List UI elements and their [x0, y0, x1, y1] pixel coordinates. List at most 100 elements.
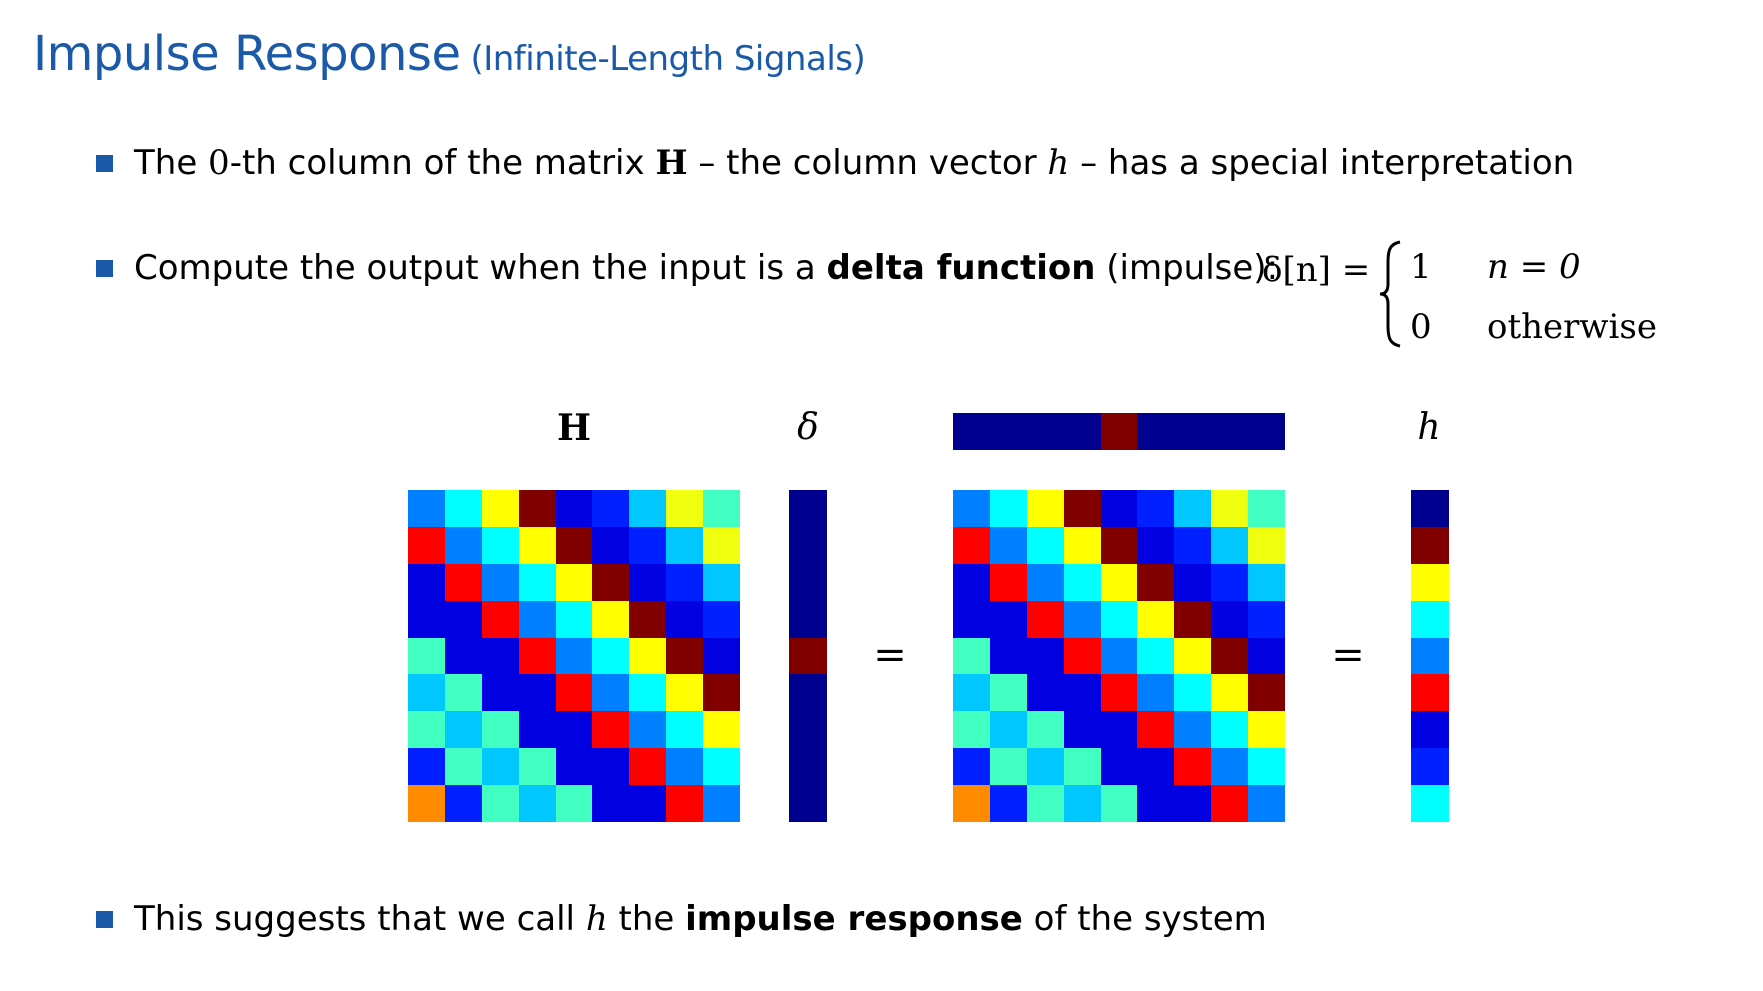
- heatmap-cell: [1137, 600, 1175, 638]
- heatmap-cell: [666, 600, 704, 638]
- heatmap-cell: [1026, 563, 1064, 601]
- heatmap-cell: [1411, 637, 1449, 675]
- heatmap-cell: [989, 785, 1027, 822]
- case1-value: 1: [1410, 247, 1432, 287]
- equals-sign-1: =: [873, 632, 907, 678]
- heatmap-cell: [1100, 637, 1138, 675]
- heatmap-cell: [1063, 413, 1101, 450]
- heatmap-cell: [989, 748, 1027, 786]
- heatmap-cell: [1137, 748, 1175, 786]
- heatmap-cell: [1026, 526, 1064, 564]
- heatmap-cell: [953, 526, 990, 564]
- heatmap-cell: [989, 413, 1027, 450]
- heatmap-cell: [518, 674, 556, 712]
- heatmap-cell: [481, 637, 519, 675]
- heatmap-cell: [555, 600, 593, 638]
- heatmap-cell: [481, 490, 519, 527]
- heatmap-cell: [629, 600, 667, 638]
- heatmap-cell: [1411, 600, 1449, 638]
- heatmap-cell: [1137, 674, 1175, 712]
- heatmap-cell: [789, 563, 827, 601]
- label-matrix-H: H: [556, 407, 592, 449]
- heatmap-cell: [444, 563, 482, 601]
- heatmap-cell: [1211, 600, 1249, 638]
- heatmap-cell: [1174, 526, 1212, 564]
- heatmap-cell: [1174, 637, 1212, 675]
- heatmap-cell: [1211, 563, 1249, 601]
- heatmap-cell: [408, 600, 445, 638]
- heatmap-cell: [1248, 413, 1285, 450]
- heatmap-cell: [789, 526, 827, 564]
- heatmap-cell: [1100, 674, 1138, 712]
- heatmap-cell: [953, 674, 990, 712]
- heatmap-cell: [555, 563, 593, 601]
- heatmap-cell: [481, 674, 519, 712]
- heatmap-cell: [1174, 600, 1212, 638]
- delta-vector-heatmap: [789, 490, 827, 822]
- heatmap-cell: [1100, 748, 1138, 786]
- heatmap-cell: [444, 490, 482, 527]
- heatmap-cell: [703, 748, 740, 786]
- heatmap-cell: [1211, 526, 1249, 564]
- heatmap-cell: [408, 674, 445, 712]
- left-brace-icon: [1379, 240, 1401, 348]
- heatmap-cell: [592, 526, 630, 564]
- heatmap-cell: [1248, 711, 1285, 749]
- matrix-H-heatmap: [408, 490, 740, 822]
- case1-condition: n = 0: [1487, 247, 1581, 287]
- heatmap-cell: [629, 711, 667, 749]
- delta-row-heatmap: [953, 413, 1285, 450]
- case2-condition: otherwise: [1487, 307, 1657, 347]
- heatmap-cell: [1026, 748, 1064, 786]
- heatmap-cell: [629, 785, 667, 822]
- heatmap-cell: [953, 748, 990, 786]
- heatmap-cell: [953, 600, 990, 638]
- bullet-text: This suggests that we call h the impulse…: [134, 899, 1267, 939]
- heatmap-cell: [1211, 711, 1249, 749]
- heatmap-cell: [1411, 748, 1449, 786]
- heatmap-cell: [518, 637, 556, 675]
- heatmap-cell: [666, 526, 704, 564]
- heatmap-cell: [989, 674, 1027, 712]
- heatmap-cell: [481, 785, 519, 822]
- heatmap-cell: [1063, 785, 1101, 822]
- heatmap-cell: [408, 490, 445, 527]
- heatmap-cell: [518, 711, 556, 749]
- heatmap-cell: [1063, 600, 1101, 638]
- heatmap-cell: [592, 563, 630, 601]
- title-main: Impulse Response: [33, 26, 461, 82]
- heatmap-cell: [953, 563, 990, 601]
- bullet-text: Compute the output when the input is a d…: [134, 248, 1279, 288]
- heatmap-cell: [1174, 490, 1212, 527]
- slide-title: Impulse Response (Infinite-Length Signals…: [33, 30, 866, 78]
- heatmap-cell: [1137, 526, 1175, 564]
- heatmap-cell: [629, 563, 667, 601]
- heatmap-cell: [1100, 563, 1138, 601]
- heatmap-cell: [1063, 490, 1101, 527]
- heatmap-cell: [555, 785, 593, 822]
- heatmap-cell: [592, 711, 630, 749]
- heatmap-cell: [703, 711, 740, 749]
- heatmap-cell: [1137, 490, 1175, 527]
- heatmap-cell: [1411, 711, 1449, 749]
- heatmap-cell: [1174, 674, 1212, 712]
- heatmap-cell: [1211, 674, 1249, 712]
- equals-sign-2: =: [1331, 632, 1365, 678]
- heatmap-cell: [1174, 413, 1212, 450]
- delta-definition-lhs: δ[n] =: [1262, 250, 1371, 290]
- heatmap-cell: [1211, 748, 1249, 786]
- heatmap-cell: [1248, 674, 1285, 712]
- heatmap-cell: [408, 785, 445, 822]
- heatmap-cell: [1137, 413, 1175, 450]
- heatmap-cell: [1063, 526, 1101, 564]
- heatmap-cell: [1411, 526, 1449, 564]
- heatmap-cell: [555, 490, 593, 527]
- heatmap-cell: [408, 563, 445, 601]
- heatmap-cell: [1411, 563, 1449, 601]
- heatmap-cell: [1026, 637, 1064, 675]
- bullet-impulse-response: This suggests that we call h the impulse…: [96, 899, 1267, 939]
- heatmap-cell: [555, 748, 593, 786]
- heatmap-cell: [703, 526, 740, 564]
- heatmap-cell: [789, 711, 827, 749]
- bullet-text: The 0-th column of the matrix H – the co…: [134, 143, 1575, 183]
